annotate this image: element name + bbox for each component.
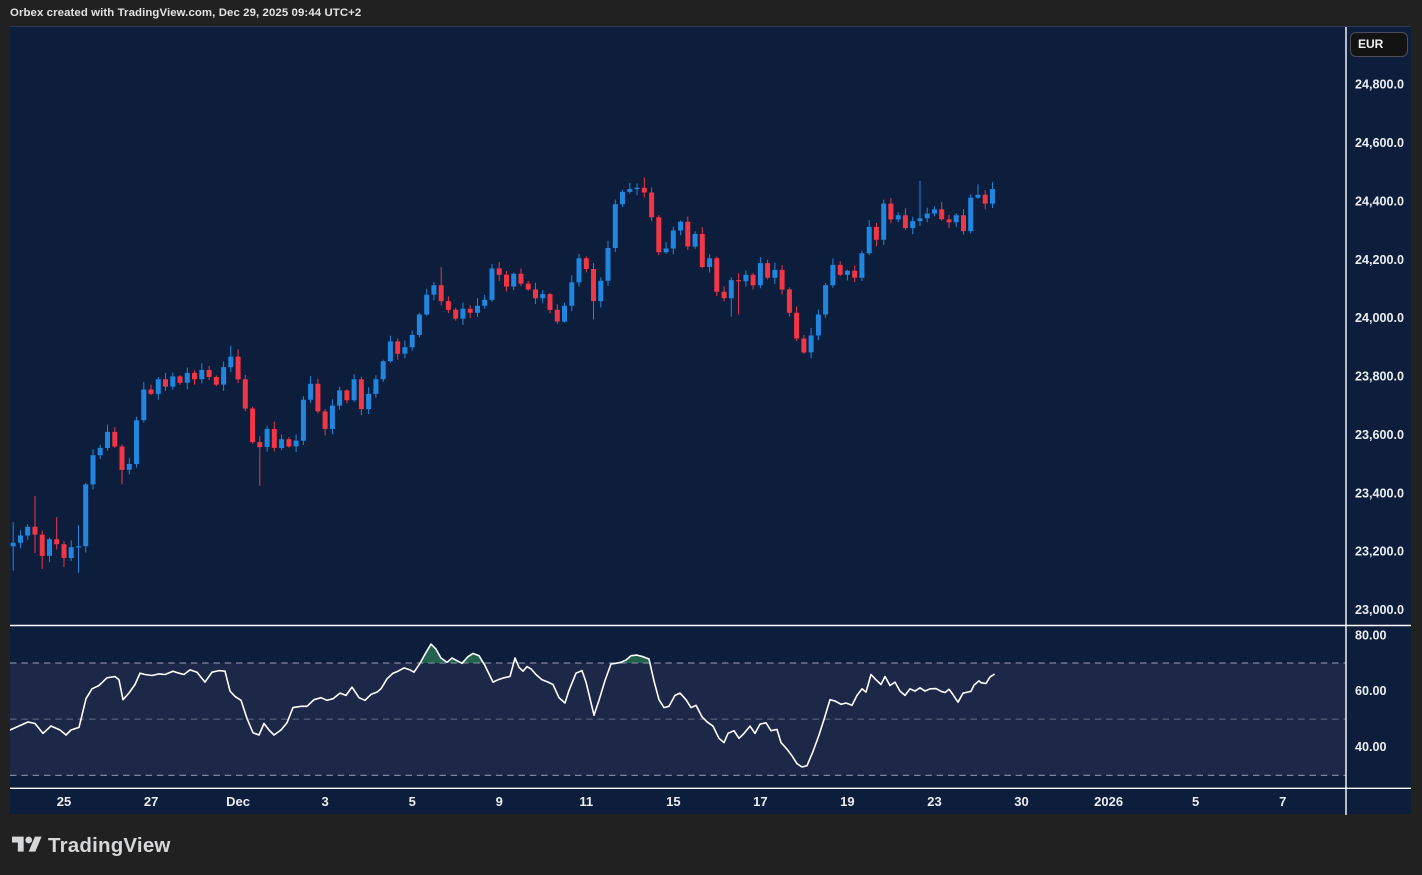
svg-text:3: 3 (321, 794, 328, 809)
svg-text:17: 17 (753, 794, 767, 809)
svg-text:23,600.0: 23,600.0 (1355, 428, 1404, 442)
svg-text:24,600.0: 24,600.0 (1355, 136, 1404, 150)
svg-text:19: 19 (840, 794, 854, 809)
svg-text:5: 5 (1192, 794, 1199, 809)
svg-text:7: 7 (1279, 794, 1286, 809)
svg-text:60.00: 60.00 (1355, 684, 1387, 698)
svg-text:15: 15 (666, 794, 680, 809)
svg-text:2026: 2026 (1094, 794, 1123, 809)
svg-text:11: 11 (579, 794, 593, 809)
svg-text:24,400.0: 24,400.0 (1355, 195, 1404, 209)
svg-text:23: 23 (927, 794, 941, 809)
svg-text:23,000.0: 23,000.0 (1355, 603, 1404, 617)
svg-text:40.00: 40.00 (1355, 740, 1387, 754)
svg-text:27: 27 (144, 794, 158, 809)
svg-text:24,000.0: 24,000.0 (1355, 311, 1404, 325)
svg-text:24,200.0: 24,200.0 (1355, 253, 1404, 267)
svg-text:30: 30 (1014, 794, 1028, 809)
svg-text:23,800.0: 23,800.0 (1355, 370, 1404, 384)
svg-text:5: 5 (409, 794, 416, 809)
svg-text:25: 25 (57, 794, 71, 809)
svg-text:Dec: Dec (226, 794, 250, 809)
svg-text:9: 9 (496, 794, 503, 809)
svg-text:80.00: 80.00 (1355, 628, 1387, 642)
svg-text:23,400.0: 23,400.0 (1355, 486, 1404, 500)
svg-text:23,200.0: 23,200.0 (1355, 545, 1404, 559)
svg-text:24,800.0: 24,800.0 (1355, 78, 1404, 92)
